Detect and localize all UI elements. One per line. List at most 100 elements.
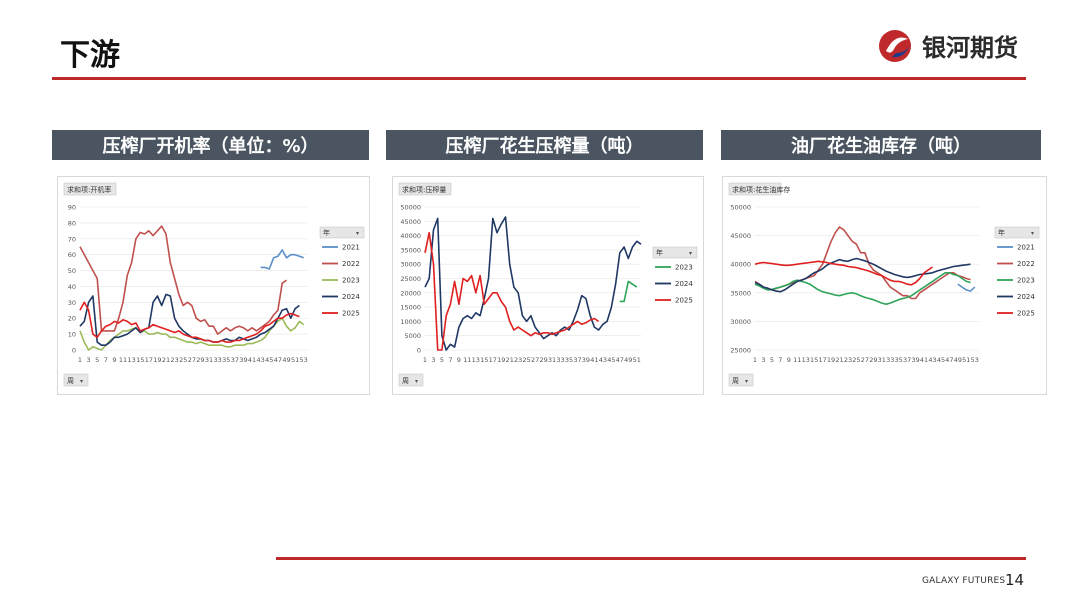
x-tick-label: 13 (472, 356, 480, 364)
y-tick-label: 15000 (400, 304, 421, 312)
x-tick-label: 43 (599, 356, 607, 364)
y-tick-label: 20000 (400, 289, 421, 297)
x-tick-label: 13 (802, 356, 810, 364)
x-tick-label: 37 (573, 356, 581, 364)
x-tick-label: 21 (835, 356, 843, 364)
series-line-2021 (260, 249, 304, 270)
x-tick-label: 45 (937, 356, 945, 364)
y-tick-label: 50 (68, 267, 76, 275)
x-tick-label: 21 (162, 356, 170, 364)
y-tick-label: 60 (68, 251, 76, 259)
x-tick-label: 17 (818, 356, 826, 364)
y-tick-label: 80 (68, 219, 76, 227)
chart-crush-volume-svg: 求和项:压榨量050001000015000200002500030000350… (398, 182, 698, 387)
x-tick-label: 47 (616, 356, 624, 364)
x-tick-label: 7 (778, 356, 782, 364)
x-tick-label: 13 (127, 356, 135, 364)
x-tick-label: 21 (506, 356, 514, 364)
x-tick-label: 15 (480, 356, 488, 364)
header-divider (52, 77, 1026, 80)
x-tick-label: 43 (928, 356, 936, 364)
x-tick-label: 19 (827, 356, 835, 364)
series-line-2025 (79, 301, 300, 343)
field-label: 求和项:花生油库存 (732, 185, 790, 194)
galaxy-logo-icon (879, 29, 911, 62)
x-tick-label: 23 (844, 356, 852, 364)
legend-entry: 2023 (342, 277, 360, 285)
legend-entry: 2022 (1017, 260, 1035, 268)
brand-logo: 银河期货 (878, 28, 1018, 63)
y-tick-label: 10 (68, 331, 76, 339)
x-tick-label: 7 (448, 356, 452, 364)
x-tick-label: 17 (145, 356, 153, 364)
x-tick-label: 49 (624, 356, 632, 364)
x-tick-label: 31 (548, 356, 556, 364)
axis-field-button (398, 373, 424, 387)
x-tick-label: 27 (861, 356, 869, 364)
x-tick-label: 29 (196, 356, 204, 364)
y-tick-label: 25000 (730, 347, 751, 355)
x-tick-label: 39 (239, 356, 247, 364)
x-tick-label: 35 (222, 356, 230, 364)
axis-dropdown-icon: ▾ (80, 378, 83, 385)
x-tick-label: 9 (112, 356, 116, 364)
field-label-box (63, 182, 117, 196)
legend-dropdown-icon: ▾ (689, 250, 692, 257)
field-label: 求和项:压榨量 (402, 185, 446, 194)
x-tick-label: 49 (954, 356, 962, 364)
chart-operating-rate: 求和项:开机率 0 10 20 30 40 50 60 70 80 90 1 3 5 7 9 11 13 15 17 1… (57, 176, 370, 395)
y-tick-label: 40000 (730, 261, 751, 269)
axis-field-label: 周 (402, 377, 409, 385)
page-number: 14 (1005, 571, 1025, 589)
legend-title-box (652, 246, 698, 259)
y-tick-label: 45000 (730, 232, 751, 240)
x-tick-label: 15 (136, 356, 144, 364)
y-tick-label: 10000 (400, 318, 421, 326)
legend-title: 年 (656, 248, 663, 257)
axis-dropdown-icon: ▾ (745, 378, 748, 385)
x-tick-label: 23 (514, 356, 522, 364)
series-line-2021 (957, 283, 976, 292)
field-label-box (398, 182, 452, 196)
x-tick-label: 45 (265, 356, 273, 364)
x-tick-label: 33 (556, 356, 564, 364)
panel-heading-crush-volume: 压榨厂花生压榨量（吨） (386, 130, 703, 160)
x-tick-label: 51 (633, 356, 641, 364)
legend-entry: 2021 (342, 244, 360, 252)
chart-oil-inventory: 求和项:花生油库存 25000 30000 35000 40000 45000 50000 1… (722, 176, 1047, 395)
series-line-2025 (424, 231, 600, 351)
y-tick-label: 0 (72, 347, 76, 355)
x-tick-label: 19 (153, 356, 161, 364)
x-tick-label: 31 (205, 356, 213, 364)
x-tick-label: 29 (539, 356, 547, 364)
y-tick-label: 35000 (730, 289, 751, 297)
chart-oil-inventory-svg: 求和项:花生油库存 25000 30000 35000 40000 45000 50000 1… (728, 182, 1040, 387)
legend-entry: 2025 (675, 297, 693, 305)
x-tick-label: 15 (810, 356, 818, 364)
y-tick-label: 40 (68, 283, 76, 291)
axis-dropdown-icon: ▾ (415, 378, 418, 385)
x-tick-label: 3 (87, 356, 91, 364)
x-tick-label: 49 (282, 356, 290, 364)
x-tick-label: 51 (962, 356, 970, 364)
x-tick-label: 25 (523, 356, 531, 364)
footer-brand: GALAXY FUTURES (922, 576, 1006, 586)
x-tick-label: 11 (793, 356, 801, 364)
legend-title-box (319, 226, 365, 239)
legend-entry: 2025 (342, 310, 360, 318)
x-tick-label: 9 (787, 356, 791, 364)
x-tick-label: 3 (761, 356, 765, 364)
x-tick-label: 1 (78, 356, 82, 364)
series-line-2023 (79, 317, 305, 351)
x-tick-label: 25 (852, 356, 860, 364)
x-tick-label: 7 (104, 356, 108, 364)
x-tick-label: 53 (971, 356, 979, 364)
x-tick-label: 47 (274, 356, 282, 364)
series-line-2024 (754, 257, 971, 293)
y-tick-label: 20 (68, 315, 76, 323)
y-tick-label: 70 (68, 235, 76, 243)
y-tick-label: 90 (68, 204, 76, 212)
legend-entry: 2023 (675, 264, 693, 272)
series-line-2022 (754, 226, 971, 300)
